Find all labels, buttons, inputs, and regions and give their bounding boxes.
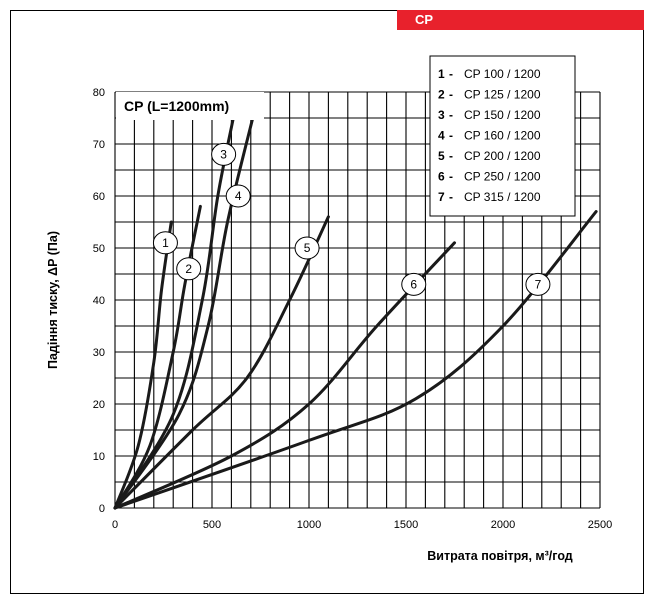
curve-label-circle: [401, 272, 427, 296]
series-line-3: [113, 116, 235, 510]
x-tick-label: 0: [112, 519, 118, 531]
legend-number-4: 4: [438, 129, 445, 143]
x-axis-label: Витрата повітря, м³/год: [427, 549, 573, 563]
chart-title-box: CP (L=1200mm): [116, 92, 264, 120]
y-tick-label: 70: [93, 139, 105, 151]
legend-number-5: 5: [438, 149, 445, 163]
series-line-1: [113, 220, 173, 510]
legend-entry-3: CP 150 / 1200: [464, 108, 541, 122]
y-tick-label: 40: [93, 295, 105, 307]
legend-entry-5: CP 200 / 1200: [464, 149, 541, 163]
curve-label-circle: [211, 142, 237, 166]
series-line-5: [113, 215, 330, 510]
legend-box: [429, 55, 576, 217]
chart-title: CP (L=1200mm): [124, 98, 229, 114]
y-tick-label: 50: [93, 243, 105, 255]
legend-dash: -: [449, 170, 453, 184]
legend-number-7: 7: [438, 190, 445, 204]
y-tick-label: 10: [93, 451, 105, 463]
legend-number-2: 2: [438, 88, 445, 102]
curve-label-circle: [152, 231, 178, 255]
curve-label-7: 7: [535, 277, 542, 291]
legend-entry-1: CP 100 / 1200: [464, 67, 541, 81]
curve-label-6: 6: [410, 277, 417, 291]
curve-label-2: 2: [185, 262, 192, 276]
curve-label-circle: [225, 184, 251, 208]
legend-entry-7: CP 315 / 1200: [464, 190, 541, 204]
curve-label-5: 5: [304, 241, 311, 255]
x-tick-label: 1500: [394, 519, 418, 531]
y-tick-label: 20: [93, 399, 105, 411]
legend-number-3: 3: [438, 108, 445, 122]
curve-label-circle: [525, 272, 551, 296]
y-tick-label: 30: [93, 347, 105, 359]
curve-label-1: 1: [162, 236, 169, 250]
series-line-6: [113, 241, 456, 510]
curve-labels: 1 2 3 4 5 6 7: [152, 142, 551, 296]
legend-dash: -: [449, 108, 453, 122]
legend-dash: -: [449, 149, 453, 163]
legend-dash: -: [449, 129, 453, 143]
legend-entry-6: CP 250 / 1200: [464, 170, 541, 184]
x-tick-label: 2500: [588, 519, 612, 531]
y-tick-label: 60: [93, 191, 105, 203]
series-line-7: [113, 210, 598, 510]
legend-number-1: 1: [438, 67, 445, 81]
x-tick-label: 2000: [491, 519, 515, 531]
legend-dash: -: [449, 88, 453, 102]
page-frame: [10, 10, 644, 594]
tick-labels: 0 500 1000 1500 2000 2500 0 10 20 30 40 50 60 70 80: [93, 87, 612, 531]
y-axis-label: Падіння тиску, ΔP (Па): [46, 231, 60, 369]
curve-label-circle: [176, 257, 202, 281]
legend-dash: -: [449, 190, 453, 204]
legend-entry-2: CP 125 / 1200: [464, 88, 541, 102]
curve-label-3: 3: [220, 147, 227, 161]
legend-dash: -: [449, 67, 453, 81]
curve-label-circle: [294, 236, 320, 260]
curve-label-4: 4: [235, 189, 242, 203]
y-tick-label: 0: [99, 503, 105, 515]
x-tick-label: 1000: [297, 519, 321, 531]
x-tick-label: 500: [203, 519, 221, 531]
y-tick-label: 80: [93, 87, 105, 99]
section-tab: CP: [397, 10, 644, 30]
legend-number-6: 6: [438, 170, 445, 184]
legend-entry-4: CP 160 / 1200: [464, 129, 541, 143]
